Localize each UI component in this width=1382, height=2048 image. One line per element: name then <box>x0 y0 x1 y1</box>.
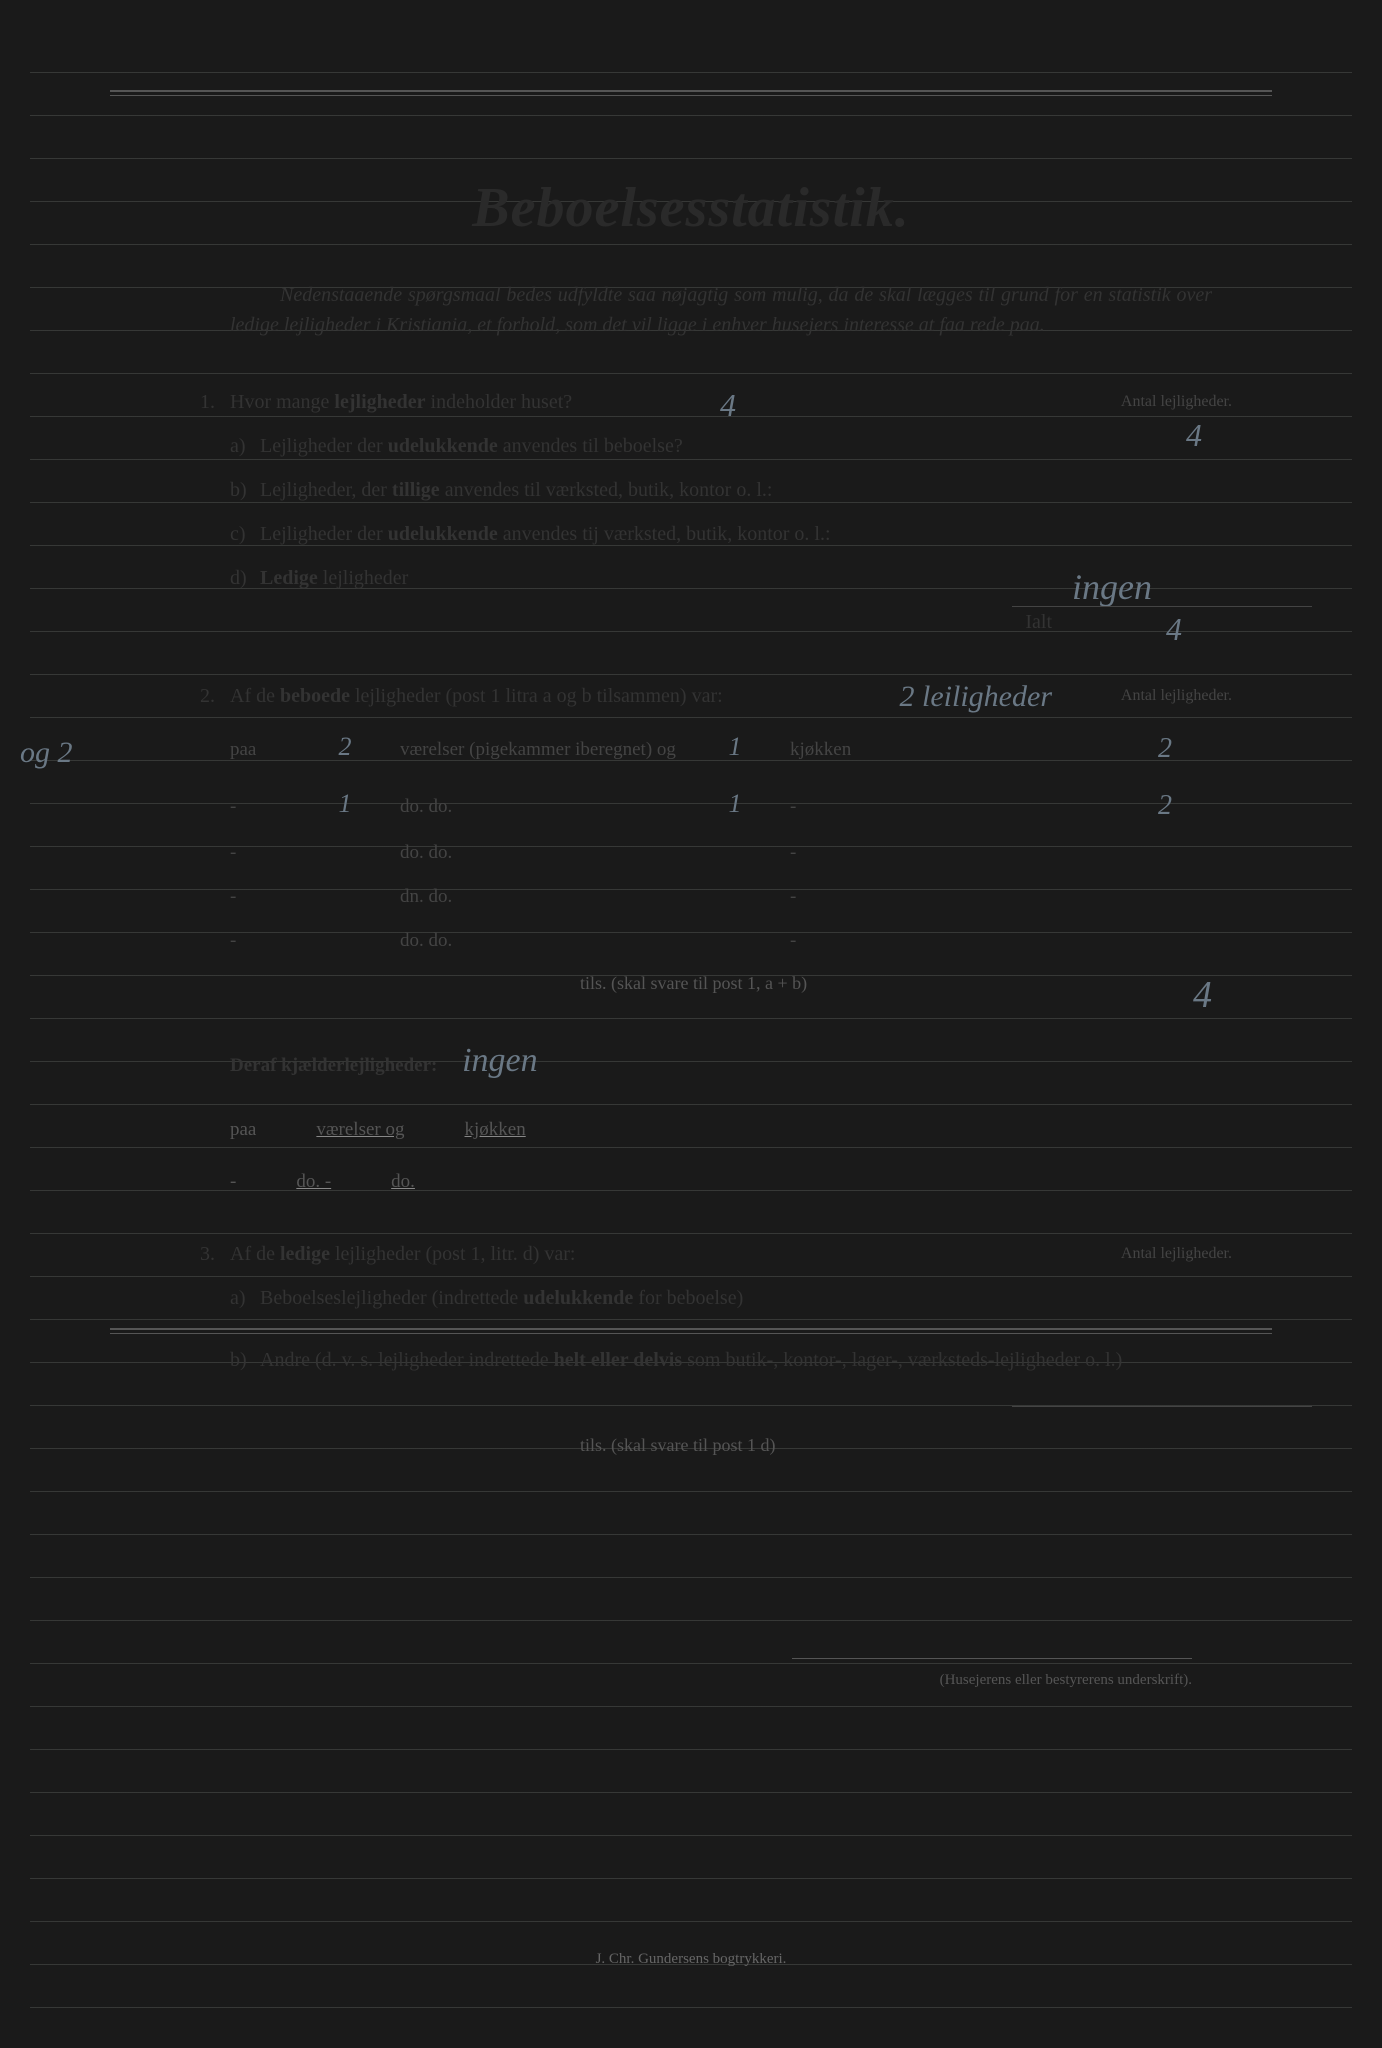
signature-label: (Husejerens eller bestyrerens underskrif… <box>110 1672 1192 1689</box>
q3-right-label: Antal lejligheder. <box>1121 1236 1232 1271</box>
ialt-answer: 4 <box>1166 594 1182 664</box>
q2-right-label: Antal lejligheder. <box>1121 678 1232 713</box>
q2-text: Af de beboede lejligheder (post 1 litra … <box>230 674 1232 718</box>
question-2: og 2 2. Af de beboede lejligheder (post … <box>110 674 1272 1202</box>
q3-text: Af de ledige lejligheder (post 1, litr. … <box>230 1232 1232 1276</box>
q3b-text: Andre (d. v. s. lejligheder indrettede h… <box>260 1342 1122 1378</box>
q1d-text: Ledige lejligheder <box>260 556 408 600</box>
q2-margin-note: og 2 <box>20 720 73 786</box>
q3-tils: tils. (skal svare til post 1 d) <box>200 1426 1232 1466</box>
q2-table: paa2værelser (pigekammer iberegnet) og1k… <box>200 718 1232 964</box>
q2-row: -do. do.- <box>200 920 1232 964</box>
q1-number: 1. <box>200 380 230 424</box>
document-title: Beboelsesstatistik. <box>110 176 1272 240</box>
q2-kjæld-table: paaværelser ogkjøkken -do. -do. <box>200 1109 1232 1203</box>
signature-area: (Husejerens eller bestyrerens underskrif… <box>110 1646 1272 1689</box>
mid-rule <box>110 1328 1272 1334</box>
q2-deraf-answer: ingen <box>462 1042 538 1079</box>
q2-tils: tils. (skal svare til post 1, a + b) 4 <box>200 964 1232 1004</box>
question-3: 3. Af de ledige lejligheder (post 1, lit… <box>110 1232 1272 1320</box>
q2-row: paa2værelser (pigekammer iberegnet) og1k… <box>200 718 1232 775</box>
q2-kjæld-row: paaværelser ogkjøkken <box>200 1109 1232 1151</box>
q2-row: -1do. do.1-2 <box>200 775 1232 832</box>
top-rule <box>110 90 1272 96</box>
q1b-text: Lejligheder, der tillige anvendes til væ… <box>260 468 772 512</box>
intro-paragraph: Nedenstaaende spørgsmaal bedes udfyldte … <box>110 280 1272 340</box>
question-3b: b) Andre (d. v. s. lejligheder indretted… <box>110 1342 1272 1466</box>
q2-kjæld-row: -do. -do. <box>200 1161 1232 1203</box>
question-1: 1. Hvor mange lejligheder indeholder hus… <box>110 380 1272 644</box>
q1a-text: Lejligheder der udelukkende anvendes til… <box>260 424 683 468</box>
q3-number: 3. <box>200 1232 230 1276</box>
printer-credit: J. Chr. Gundersens bogtrykkeri. <box>30 1951 1352 1968</box>
q2-row: -do. do.- <box>200 832 1232 876</box>
q3a-text: Beboelseslejligheder (indrettede udelukk… <box>260 1276 743 1320</box>
q1-right-label: Antal lejligheder. <box>1121 384 1232 419</box>
ialt-label: Ialt <box>1025 600 1052 644</box>
q2-row: -dn. do.- <box>200 876 1232 920</box>
q2-deraf: Deraf kjælderlejligheder: ingen <box>200 1024 1232 1099</box>
document-page: Beboelsesstatistik. Nedenstaaende spørgs… <box>30 30 1352 2018</box>
q1c-text: Lejligheder der udelukkende anvendes tij… <box>260 512 831 556</box>
q2-number: 2. <box>200 674 230 718</box>
